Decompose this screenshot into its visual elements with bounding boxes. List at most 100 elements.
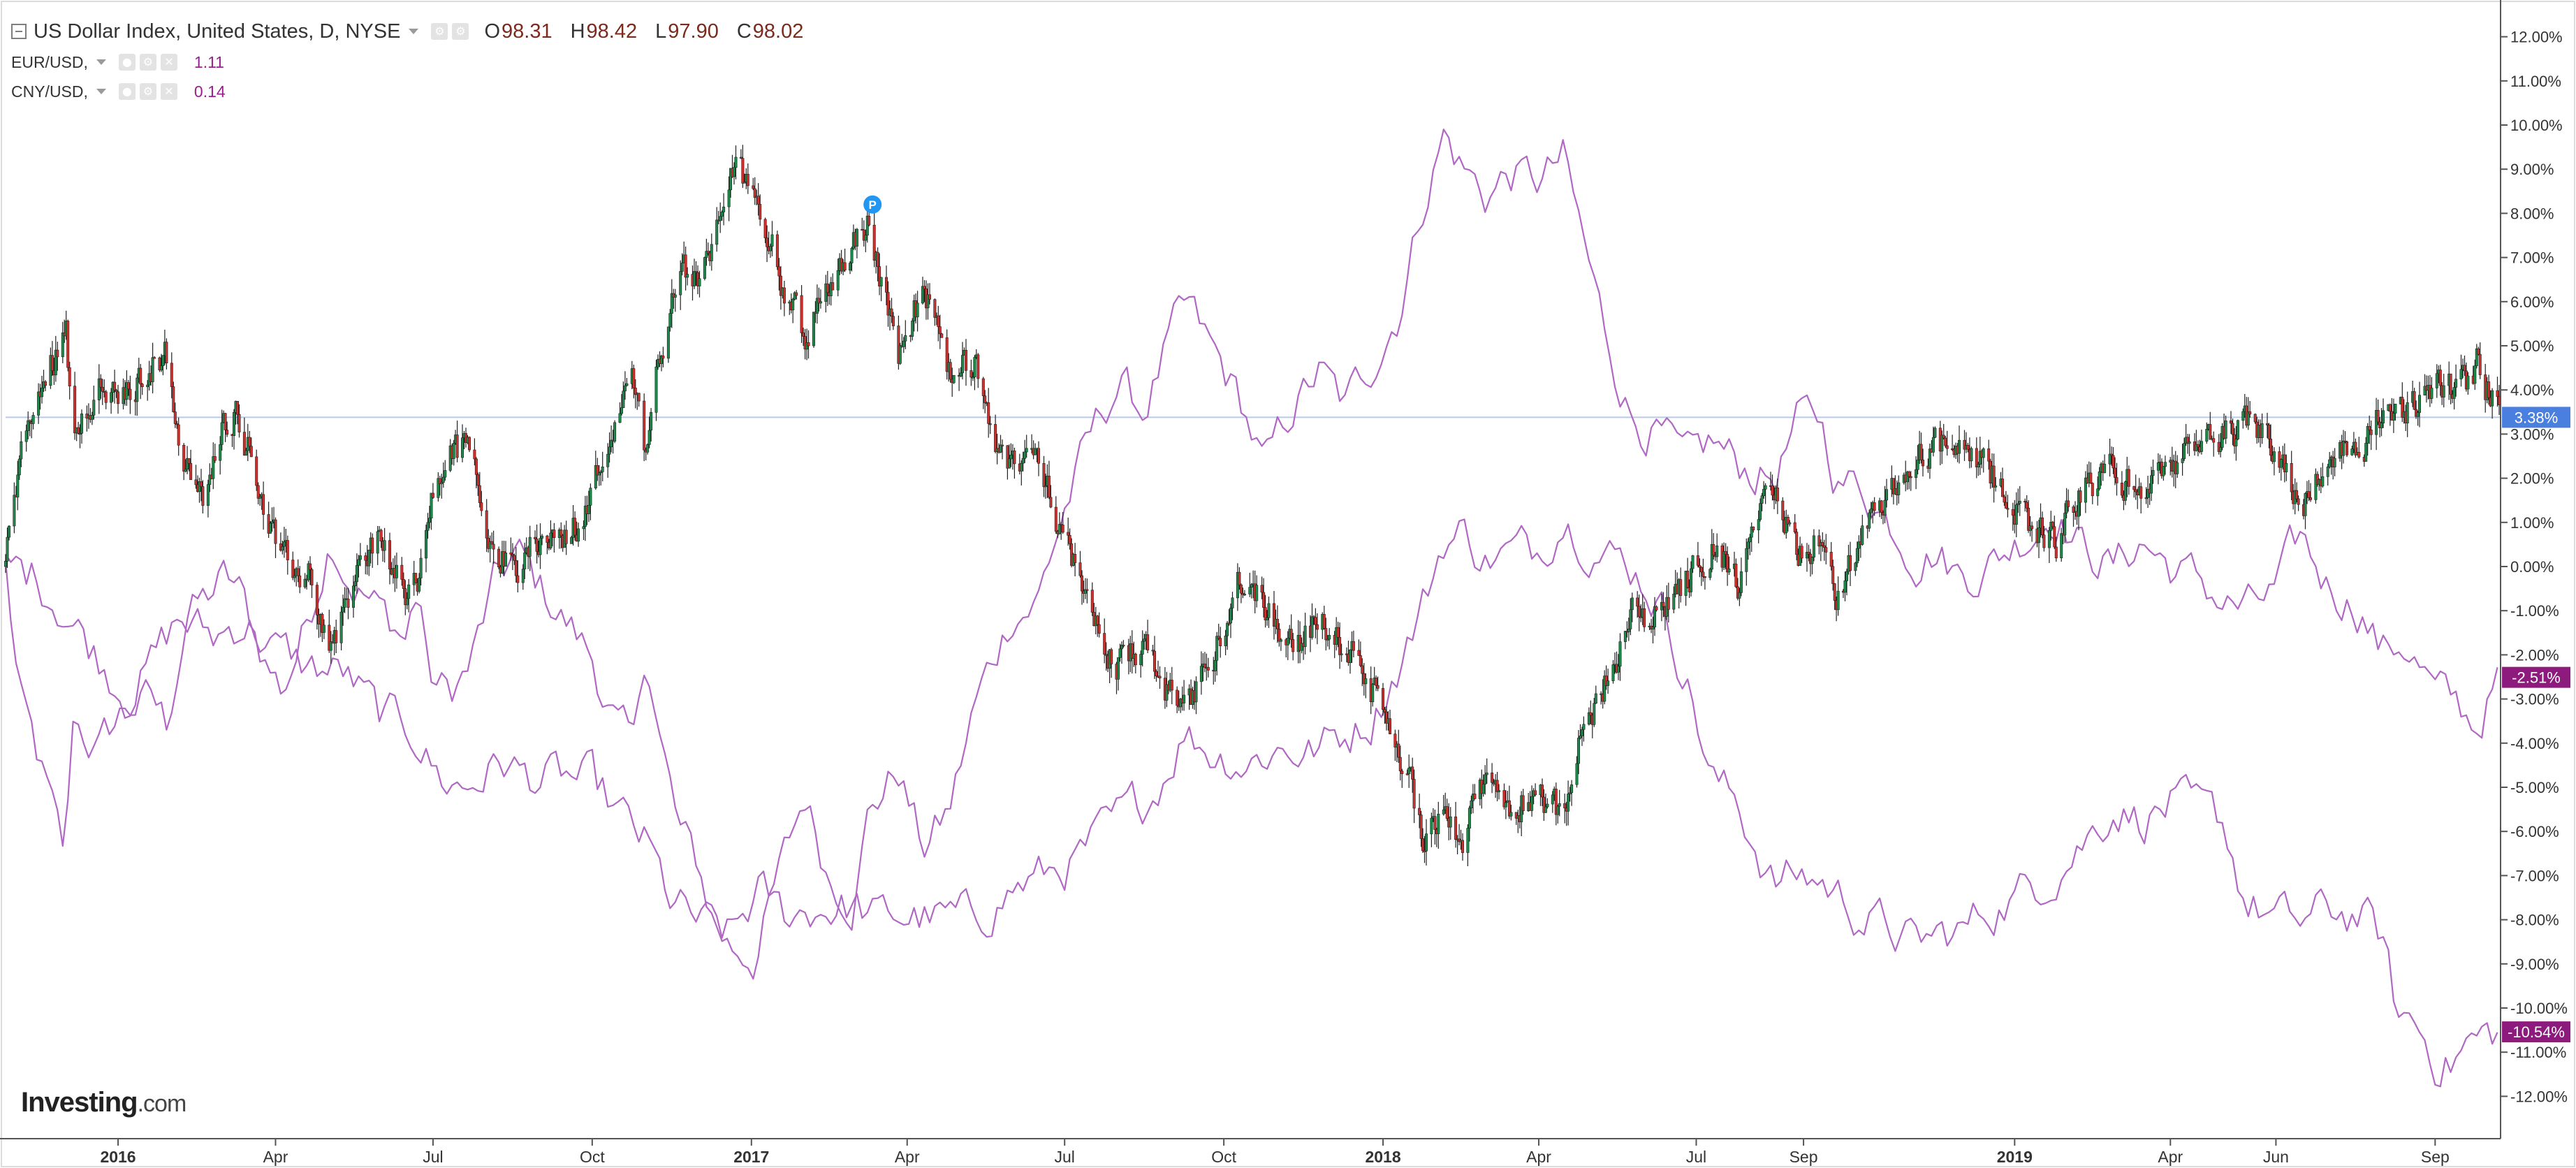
eurusd-title[interactable]: EUR/USD, (11, 52, 88, 71)
candle (1054, 496, 1058, 534)
candle-body (1771, 485, 1774, 496)
candle-body (654, 366, 658, 413)
close-icon[interactable]: ✕ (160, 83, 177, 100)
legend-row-eurusd[interactable]: EUR/USD, ● ⚙ ✕ 1.11 (11, 48, 821, 77)
gear-icon[interactable]: ⚙ (452, 23, 469, 40)
candle-body (1449, 816, 1452, 828)
candle-body (921, 286, 925, 304)
eye-icon[interactable]: ● (118, 83, 136, 100)
candle (2253, 413, 2257, 424)
candle-body (2357, 451, 2361, 458)
close-icon[interactable]: ✕ (160, 54, 177, 71)
candle-body (937, 315, 940, 327)
open-value: 98.31 (502, 20, 552, 43)
candle (1081, 570, 1084, 605)
candle-body (1007, 458, 1011, 469)
y-tick-label: -8.00% (2510, 912, 2559, 929)
dxy-last-label-bg (2502, 407, 2570, 428)
candle (1314, 608, 1317, 638)
candle (729, 168, 733, 198)
candle-body (1570, 784, 1574, 794)
candle-body (2350, 448, 2354, 455)
candle (335, 620, 338, 653)
candle-body (357, 559, 360, 566)
candle (235, 401, 239, 425)
candle-body (367, 550, 371, 567)
candle (117, 385, 120, 414)
time-axis[interactable]: 2016 Apr Jul Oct 2017 Apr Jul Oct 2018 Apr Jul Sep 2… (0, 1138, 2501, 1166)
candle-body (1752, 526, 1755, 531)
candle-body (1085, 589, 1089, 591)
investing-logo[interactable]: Investing.com (21, 1087, 186, 1118)
candle (1165, 671, 1169, 708)
candle (126, 379, 130, 396)
x-tick-label: Apr (895, 1148, 920, 1166)
candle (511, 543, 514, 571)
candle (976, 353, 980, 388)
settings-icon[interactable]: ⚙ (431, 23, 448, 40)
candle (686, 267, 689, 286)
chevron-down-icon[interactable] (409, 29, 419, 34)
candle (2196, 440, 2200, 457)
legend-row-cnyusd[interactable]: CNY/USD, ● ⚙ ✕ 0.14 (11, 77, 821, 106)
candle-body (589, 488, 592, 506)
candle-body (20, 441, 23, 460)
cnyusd-title[interactable]: CNY/USD, (11, 82, 88, 101)
candle-body (1806, 552, 1809, 559)
candle (1423, 835, 1426, 863)
candle-body (1278, 629, 1281, 642)
candle-body (2333, 458, 2336, 467)
candle-body (2162, 466, 2165, 476)
y-tick-label: -1.00% (2510, 602, 2559, 620)
candle-body (1855, 548, 1859, 564)
eye-icon[interactable]: ● (118, 54, 136, 71)
candle-body (158, 357, 161, 371)
candle (1637, 594, 1641, 632)
candle-body (2151, 469, 2155, 476)
price-axis[interactable]: 12.00% 11.00% 10.00% 9.00% 8.00% 7.00% 6.00% 5.… (2500, 0, 2570, 1139)
candle (2224, 415, 2227, 444)
candle-body (777, 266, 781, 277)
candle-body (194, 479, 198, 486)
candle (876, 247, 879, 282)
candle-body (1352, 641, 1355, 651)
settings-icon[interactable]: ⚙ (139, 83, 156, 100)
candle-body (431, 492, 434, 498)
candle (187, 458, 191, 472)
candle (945, 329, 949, 380)
candle-body (2418, 395, 2422, 413)
candle-body (2369, 430, 2373, 435)
candle (2435, 364, 2438, 398)
candle-body (2375, 409, 2378, 435)
collapse-icon[interactable] (11, 24, 27, 39)
candle-body (2176, 462, 2179, 474)
eurusd-last-label-bg (2502, 666, 2570, 688)
candle-body (817, 298, 821, 304)
candle-body (1940, 435, 1944, 452)
candle-body (1873, 502, 1876, 511)
candle-body (1054, 506, 1058, 532)
event-marker[interactable]: P (863, 195, 882, 214)
chevron-down-icon[interactable] (96, 59, 106, 65)
candle (1491, 763, 1494, 794)
candle (2037, 520, 2041, 558)
candle (1155, 669, 1158, 682)
candle-body (1405, 773, 1409, 775)
marker-badge[interactable] (863, 195, 882, 214)
candle-body (1611, 664, 1615, 681)
candle-body (1058, 524, 1061, 534)
candle (2163, 455, 2167, 475)
candle-body (1958, 439, 1961, 454)
main-series-title[interactable]: US Dollar Index, United States, D, NYSE (34, 20, 401, 43)
logo-suffix: .com (137, 1090, 187, 1117)
candle-body (1975, 448, 1978, 467)
chevron-down-icon[interactable] (96, 89, 106, 94)
x-tick-label: Oct (1211, 1148, 1236, 1166)
settings-icon[interactable]: ⚙ (139, 54, 156, 71)
candle (424, 525, 427, 573)
legend-main-row[interactable]: US Dollar Index, United States, D, NYSE … (11, 15, 821, 48)
candle (777, 258, 781, 291)
candle (2123, 481, 2127, 506)
candle (455, 421, 459, 462)
